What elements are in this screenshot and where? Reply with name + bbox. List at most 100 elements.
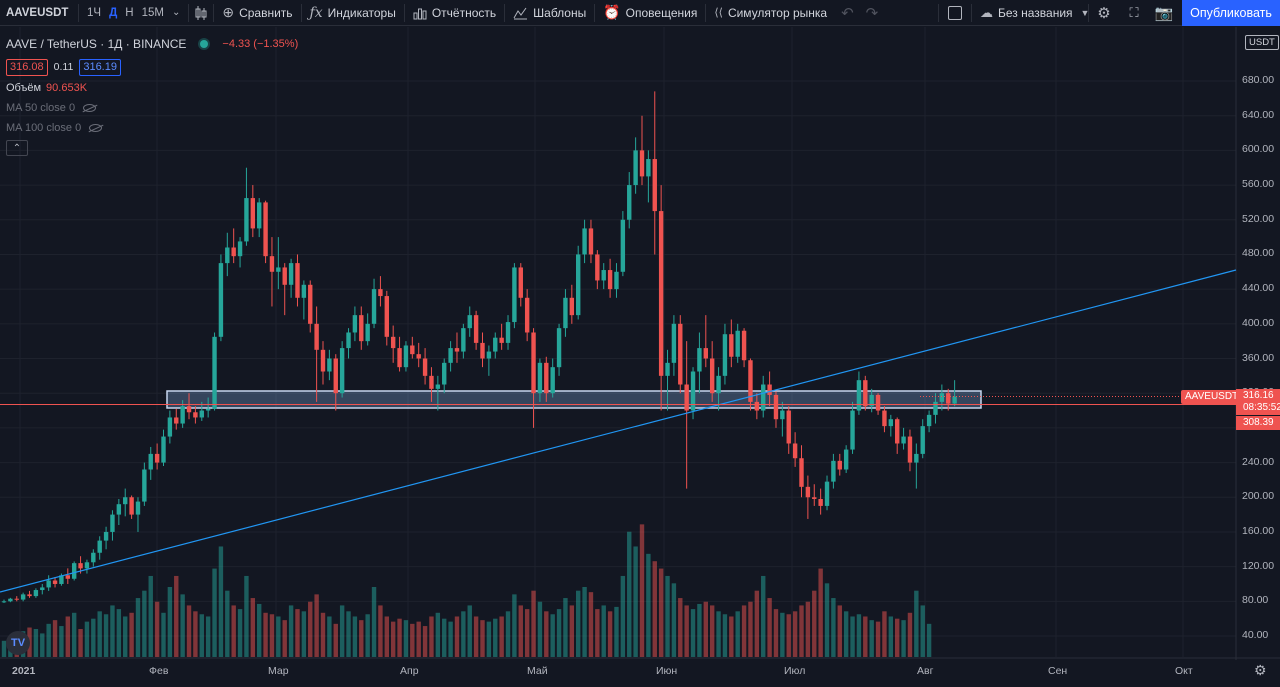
- volume-bar: [576, 590, 581, 657]
- candle-body: [907, 436, 913, 463]
- chart-type-button[interactable]: [189, 0, 213, 26]
- candle-body: [116, 504, 122, 515]
- volume-bar: [824, 583, 830, 657]
- interval-1w[interactable]: Н: [125, 6, 134, 19]
- symbol-title[interactable]: AAVE / TetherUS · 1Д · BINANCE: [6, 37, 187, 51]
- templates-button[interactable]: Шаблоны: [505, 0, 594, 26]
- tradingview-logo-icon[interactable]: TV: [6, 631, 30, 655]
- volume-bar: [142, 590, 147, 657]
- volume-bar: [697, 603, 702, 657]
- reports-button[interactable]: Отчётность: [405, 0, 504, 26]
- collapse-legend-button[interactable]: ⌃: [6, 140, 28, 156]
- interval-dropdown-icon[interactable]: ⌄: [171, 7, 181, 18]
- volume-bar: [282, 620, 287, 657]
- volume-bar: [620, 575, 626, 657]
- candle-body: [556, 328, 562, 368]
- candle-body: [607, 270, 613, 290]
- redo-icon[interactable]: ↷: [865, 4, 879, 22]
- fullscreen-layout-button[interactable]: [939, 0, 971, 26]
- price-tick-label: 520.00: [1242, 212, 1275, 225]
- interval-1d[interactable]: Д: [109, 6, 118, 19]
- ma50-legend-row[interactable]: MA 50 close 0: [6, 98, 298, 118]
- candle-body: [65, 575, 70, 579]
- zone-low-price-label: 308.39: [1236, 416, 1280, 430]
- ma100-legend-row[interactable]: MA 100 close 0: [6, 118, 298, 138]
- candle-body: [678, 323, 683, 385]
- volume-bar: [91, 618, 96, 657]
- volume-bar: [569, 605, 575, 657]
- candle-body: [263, 202, 268, 257]
- compare-label: Сравнить: [239, 5, 293, 20]
- volume-bar: [595, 609, 600, 657]
- price-tick-label: 440.00: [1242, 282, 1275, 295]
- undo-icon[interactable]: ↶: [841, 4, 854, 22]
- currency-badge[interactable]: USDT: [1245, 35, 1279, 50]
- candle-body: [799, 458, 804, 487]
- price-tick-label: 40.00: [1242, 629, 1269, 641]
- drawing-lines[interactable]: [0, 269, 1237, 593]
- volume-bar: [665, 575, 670, 657]
- candle-body: [416, 354, 421, 359]
- candle-body: [780, 410, 785, 420]
- candle-body: [588, 228, 594, 255]
- settings-button[interactable]: ⚙: [1089, 0, 1119, 26]
- volume-bar: [288, 605, 294, 657]
- layout-menu-button[interactable]: ☁ Без названия ▼: [972, 0, 1089, 26]
- candle-body: [295, 263, 300, 298]
- candle-body: [154, 453, 160, 463]
- toolbar-divider: [594, 3, 596, 22]
- candle-body: [735, 330, 740, 357]
- candle-body: [71, 563, 77, 579]
- volume-bar: [314, 594, 319, 657]
- candle-body: [78, 563, 83, 569]
- candle-body: [365, 323, 370, 342]
- hidden-eye-icon[interactable]: [83, 104, 97, 112]
- candle-body: [741, 330, 747, 361]
- candle-body: [850, 410, 855, 450]
- camera-icon: 📷: [1154, 5, 1174, 22]
- candle-body: [901, 436, 906, 444]
- candle-body: [33, 590, 39, 597]
- alerts-button[interactable]: ⏰ Оповещения: [595, 0, 705, 26]
- gear-icon[interactable]: ⚙: [1254, 662, 1267, 678]
- candle-body: [14, 598, 19, 600]
- candle-body: [869, 394, 874, 407]
- volume-bar: [116, 609, 122, 657]
- volume-label: Объём: [6, 82, 42, 94]
- toolbar-divider: [403, 3, 405, 22]
- volume-bar: [741, 605, 747, 657]
- compare-button[interactable]: ⊕ Сравнить: [214, 0, 300, 26]
- publish-button[interactable]: Опубликовать: [1182, 0, 1280, 26]
- candle-body: [933, 401, 938, 415]
- volume-bar: [818, 568, 823, 657]
- volume-bar: [174, 575, 179, 657]
- volume-bar: [167, 587, 173, 657]
- candle-body: [729, 334, 734, 357]
- buy-price-button[interactable]: 316.19: [79, 58, 121, 76]
- last-price-label: 316.16 08:35:52: [1236, 389, 1280, 415]
- snapshot-button[interactable]: 📷: [1149, 0, 1179, 26]
- volume-bar: [639, 524, 645, 657]
- candle-body: [148, 453, 153, 470]
- interval-15m[interactable]: 15М: [141, 6, 164, 19]
- replay-button[interactable]: ⟨⟨ Симулятор рынка: [706, 0, 835, 26]
- candle-body: [531, 332, 536, 394]
- candle-body: [946, 393, 951, 404]
- volume-bar: [295, 609, 300, 657]
- price-tick-label: 240.00: [1242, 455, 1275, 468]
- candle-body: [308, 284, 313, 324]
- interval-1h[interactable]: 1Ч: [87, 6, 102, 19]
- volume-bar: [926, 623, 932, 657]
- replay-label: Симулятор рынка: [727, 5, 828, 20]
- fullscreen-button[interactable]: ⛶: [1119, 0, 1149, 26]
- candle-body: [250, 198, 256, 229]
- layout-name: Без названия: [998, 6, 1073, 20]
- sell-price-button[interactable]: 316.08: [6, 58, 48, 76]
- hidden-eye-icon[interactable]: [89, 124, 103, 132]
- volume-bar: [729, 616, 734, 657]
- volume-bar: [722, 614, 728, 657]
- volume-legend-row[interactable]: Объём 90.653K: [6, 78, 298, 98]
- indicators-button[interactable]: ƒx Индикаторы: [302, 0, 404, 26]
- symbol-search-button[interactable]: AAVEUSDT: [6, 6, 69, 19]
